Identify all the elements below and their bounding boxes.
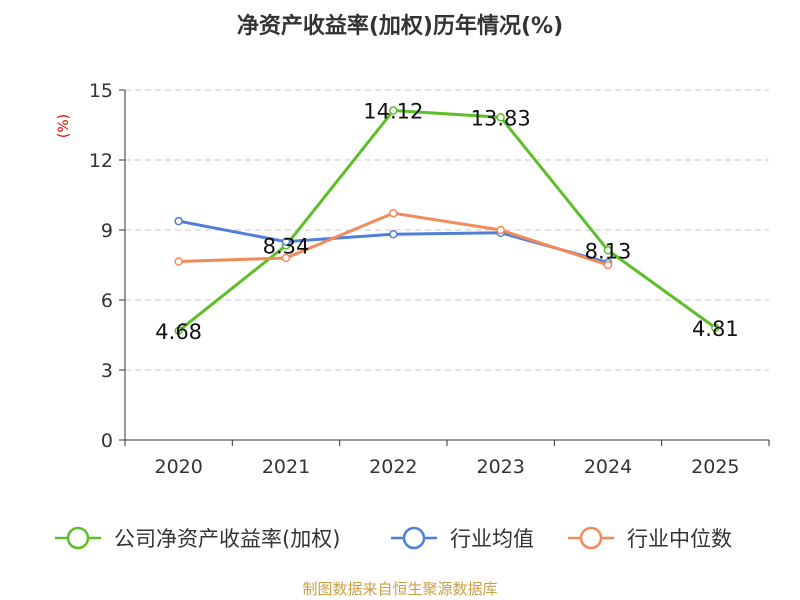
- y-tick-label: 15: [89, 80, 113, 102]
- data-point: [711, 323, 720, 333]
- x-tick-label: 2024: [584, 456, 632, 478]
- x-tick-label: 2025: [691, 456, 739, 478]
- x-tick-label: 2021: [262, 456, 310, 478]
- legend-marker: [66, 526, 90, 550]
- data-point: [389, 106, 398, 115]
- chart-title: 净资产收益率(加权)历年情况(%): [237, 13, 563, 39]
- x-tick-label: 2020: [154, 456, 202, 478]
- legend-label: 行业中位数: [627, 527, 732, 551]
- series-lines: [174, 106, 720, 336]
- data-point: [389, 229, 398, 239]
- legend-label: 行业均值: [450, 527, 534, 551]
- source-note: 制图数据来自恒生聚源数据库: [302, 580, 497, 598]
- y-tick-label: 0: [101, 430, 113, 452]
- data-point: [603, 260, 613, 270]
- y-tick-label: 9: [101, 220, 113, 242]
- legend: 公司净资产收益率(加权) 行业均值 行业中位数: [55, 526, 732, 551]
- data-labels: 4.68 8.34 14.12 13.83 8.13 4.81: [155, 100, 738, 344]
- series-line-2: [178, 211, 609, 267]
- data-point: [496, 225, 505, 235]
- data-point: [174, 216, 183, 226]
- data-point: [281, 253, 291, 263]
- data-label: 14.12: [363, 100, 423, 124]
- data-point: [389, 208, 398, 218]
- data-point: [281, 237, 291, 246]
- y-tick-label: 3: [101, 360, 113, 382]
- series-line-1: [178, 219, 609, 265]
- data-point: [496, 113, 505, 122]
- data-point: [174, 257, 183, 266]
- y-tick-label: 12: [89, 150, 113, 172]
- legend-marker: [402, 526, 426, 550]
- axes: 0 3 6 9 12 15 2020 2021 2022 2023 2024 2025: [89, 80, 770, 478]
- gridlines: [125, 89, 769, 371]
- y-tick-label: 6: [101, 290, 113, 312]
- x-tick-label: 2022: [369, 456, 417, 478]
- x-tick-label: 2023: [476, 456, 524, 478]
- data-label: 13.83: [471, 106, 531, 130]
- data-label: 8.13: [585, 239, 632, 263]
- data-point: [174, 326, 183, 336]
- legend-marker: [579, 526, 603, 550]
- data-point: [603, 246, 613, 255]
- data-label: 8.34: [263, 234, 310, 258]
- data-label: 4.81: [692, 317, 739, 341]
- y-axis-unit: (%): [56, 114, 72, 138]
- legend-label: 公司净资产收益率(加权): [114, 527, 340, 551]
- data-label: 4.68: [155, 320, 202, 344]
